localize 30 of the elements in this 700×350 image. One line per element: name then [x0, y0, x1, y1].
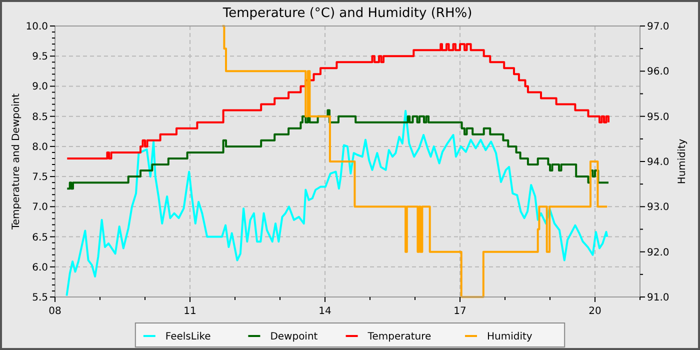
y-tick-label: 7.5 — [32, 172, 48, 184]
y2-tick-label: 93.0 — [647, 202, 670, 214]
x-tick-label: 20 — [588, 306, 602, 317]
y2-tick-label: 91.0 — [647, 292, 670, 304]
legend-label: FeelsLike — [165, 332, 211, 342]
y2-tick-label: 94.0 — [647, 157, 670, 168]
legend-label: Dewpoint — [270, 332, 318, 342]
y-tick-label: 9.5 — [32, 52, 48, 63]
y2-axis-title: Humidity — [677, 138, 688, 184]
y-tick-label: 7.0 — [32, 202, 48, 214]
chart-title: Temperature (°C) and Humidity (RH%) — [222, 6, 472, 21]
x-tick-label: 11 — [184, 306, 196, 317]
y-tick-label: 10.0 — [26, 22, 48, 32]
legend-label: Humidity — [487, 332, 532, 342]
y-tick-label: 8.5 — [32, 112, 48, 123]
y2-tick-label: 92.0 — [647, 247, 670, 258]
x-tick-label: 17 — [454, 306, 466, 317]
line-series — [66, 110, 608, 297]
y-axis-title: Temperature and Dewpoint — [11, 93, 22, 231]
x-tick-label: 08 — [48, 306, 62, 317]
y-tick-label: 5.5 — [32, 292, 48, 304]
y-tick-label: 9.0 — [32, 82, 48, 93]
y-tick-label: 8.0 — [32, 142, 48, 153]
y-tick-label: 6.0 — [32, 262, 48, 274]
x-tick-label: 14 — [318, 306, 332, 317]
y2-tick-label: 97.0 — [647, 22, 670, 32]
legend-label: Temperature — [366, 332, 432, 342]
y-tick-label: 6.5 — [32, 232, 48, 244]
y2-tick-label: 95.0 — [647, 112, 670, 123]
y2-tick-label: 96.0 — [647, 66, 670, 78]
